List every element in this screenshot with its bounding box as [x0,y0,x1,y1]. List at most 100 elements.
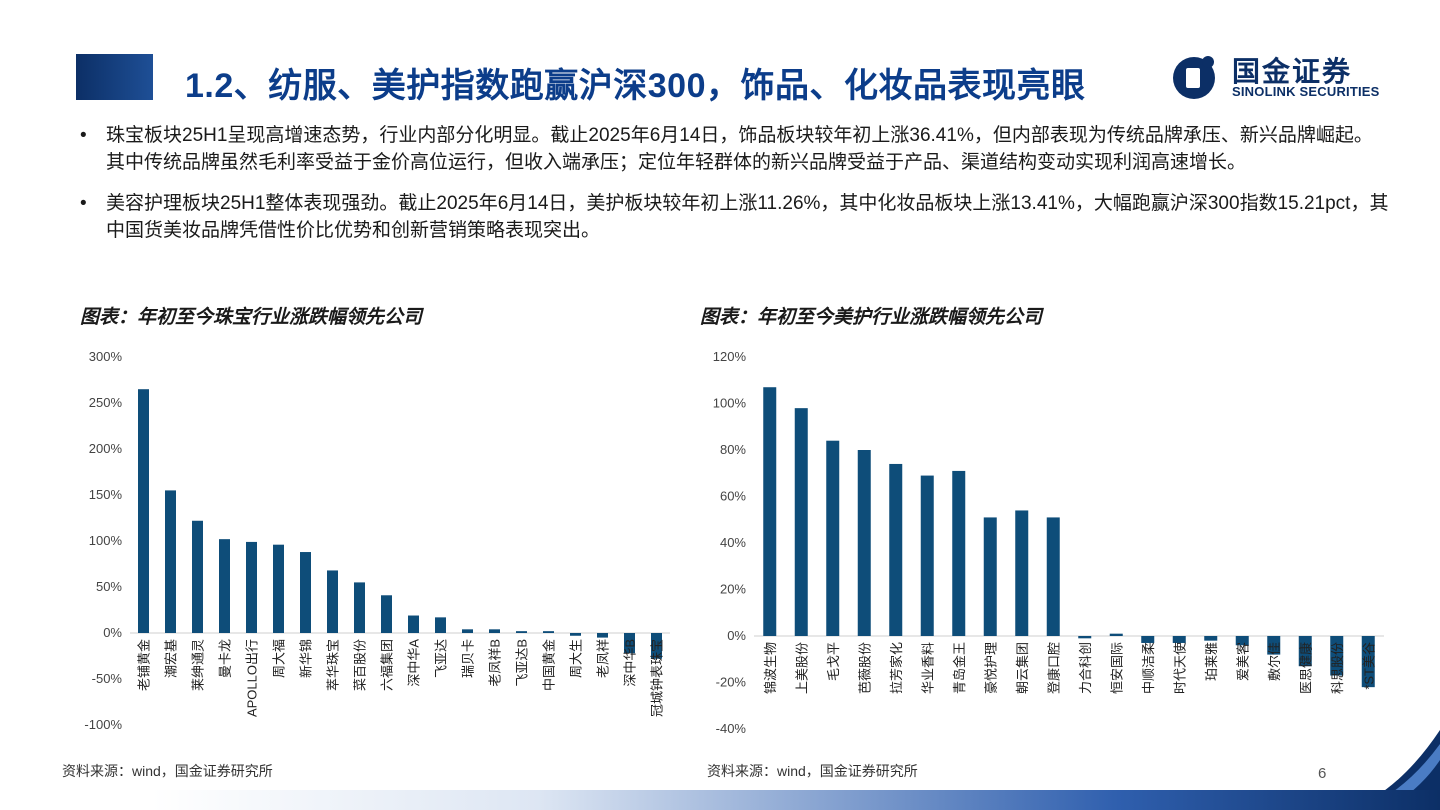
category-label: 飞亚达B [515,639,530,687]
category-label: 珀莱雅 [1204,642,1219,681]
category-label: 六福集团 [380,639,395,691]
bar-潮宏基 [165,490,176,633]
bar-毛戈平 [826,440,840,636]
category-label: 瑞贝卡 [461,639,476,678]
bar-APOLLO出行 [246,541,257,633]
bar-老铺黄金 [138,389,149,633]
y-tick-label: -40% [716,721,747,736]
y-tick-label: 100% [713,396,747,411]
company-logo: 国金证券 SINOLINK SECURITIES [1168,50,1408,102]
logo-mark-icon [1173,56,1215,99]
category-label: 中国黄金 [542,639,557,691]
category-label: 医思健康 [1298,642,1313,694]
y-tick-label: 20% [720,582,746,597]
category-label: 深中华A [407,639,422,687]
y-tick-label: 80% [720,442,746,457]
bar-珀莱雅 [1204,636,1218,641]
bar-菜百股份 [354,582,365,633]
bullet-text: 珠宝板块25H1呈现高增速态势，行业内部分化明显。截止2025年6月14日，饰品… [106,125,1373,173]
category-label: 敷尔佳 [1267,642,1282,681]
y-tick-label: 100% [89,533,123,548]
category-label: 深中华B [623,639,638,687]
bar-登康口腔 [1046,517,1060,636]
jewelry-bar-chart: 300% 250% 200% 150% 100% 50% 0% -50% -100% 老铺黄金 潮宏… [84,349,670,732]
bar-上美股份 [794,408,808,636]
category-label: 时代天使 [1172,642,1187,694]
bar-敷尔佳 [1267,636,1281,655]
category-label: 科思股份 [1330,642,1345,694]
bullet-item-jewelry: • 珠宝板块25H1呈现高增速态势，行业内部分化明显。截止2025年6月14日，… [80,122,1390,176]
bullet-marker: • [80,125,87,146]
category-label: 豪悦护理 [983,642,998,694]
bar-豪悦护理 [983,517,997,636]
category-label: 莱绅通灵 [191,639,206,691]
right-chart-title: 图表：年初至今美护行业涨跌幅领先公司 [700,307,1043,328]
bar-科思股份 [1330,636,1344,676]
page-number: 6 [1318,765,1327,782]
y-tick-label: 120% [713,349,747,364]
category-label: 飞亚达 [434,639,449,678]
bullet-item-beauty: • 美容护理板块25H1整体表现强劲。截止2025年6月14日，美护板块较年初上… [80,190,1390,244]
y-tick-label: 200% [89,441,123,456]
bar-飞亚达 [435,617,446,633]
bar-冠城钟表珠宝 [651,633,662,659]
category-label: 萃华珠宝 [326,639,341,691]
y-tick-label: -20% [716,675,747,690]
y-tick-label: 40% [720,535,746,550]
bullet-text: 美容护理板块25H1整体表现强劲。截止2025年6月14日，美护板块较年初上涨1… [106,193,1389,241]
bar-飞亚达B [516,631,527,633]
category-label: 锦波生物 [763,642,778,694]
bar-莱绅通灵 [192,520,203,633]
right-chart-source: 资料来源：wind，国金证券研究所 [707,763,918,779]
beauty-bar-chart: 120% 100% 80% 60% 40% 20% 0% -20% -40% 锦波生物 上美股份 毛戈… [713,349,1384,736]
category-label: 潮宏基 [164,639,179,678]
category-label: APOLLO出行 [245,639,260,717]
bar-医思健康 [1298,636,1312,667]
bar-老凤祥B [489,629,500,633]
category-label: 新华锦 [299,639,314,678]
bar-深中华B [624,633,635,654]
bar-*ST美谷 [1361,636,1375,688]
bar-老凤祥 [597,633,608,638]
category-label: 华业香料 [920,642,935,694]
bar-锦波生物 [763,387,777,636]
bullet-marker: • [80,193,87,214]
y-tick-label: 300% [89,349,123,364]
bar-中国黄金 [543,631,554,633]
y-tick-label: 250% [89,395,123,410]
category-label: 登康口腔 [1046,642,1061,694]
bar-瑞贝卡 [462,629,473,633]
category-label: 爱美客 [1235,642,1250,681]
category-label: 冠城钟表珠宝 [650,639,665,717]
category-label: 拉芳家化 [889,642,904,694]
category-label: 曼卡龙 [218,639,233,678]
y-tick-label: 150% [89,487,123,502]
bar-曼卡龙 [219,539,230,633]
y-tick-label: -100% [84,717,122,732]
category-label: 周大生 [569,639,584,678]
bar-华业香料 [920,475,934,636]
page-title: 1.2、纺服、美护指数跑赢沪深300，饰品、化妆品表现亮眼 [185,67,1086,105]
category-label: 中顺洁柔 [1141,642,1156,694]
category-label: 周大福 [272,639,287,678]
category-label: 恒安国际 [1109,642,1124,694]
y-tick-label: -50% [92,671,123,686]
y-tick-label: 0% [103,625,122,640]
y-tick-label: 60% [720,489,746,504]
category-label: 老凤祥 [596,639,611,678]
logo-cn-text: 国金证券 [1232,56,1353,87]
bar-中顺洁柔 [1141,636,1155,643]
bar-周大生 [570,633,581,636]
y-tick-label: 0% [727,628,746,643]
category-label: 青岛金王 [952,642,967,694]
category-label: 朝云集团 [1015,642,1030,694]
bar-爱美客 [1235,636,1249,646]
category-label: 老铺黄金 [137,639,152,691]
bottom-decoration-bar [152,790,1440,810]
bar-深中华A [408,615,419,633]
category-label: 菜百股份 [353,639,368,691]
bar-周大福 [273,544,284,633]
left-chart-source: 资料来源：wind，国金证券研究所 [62,763,273,779]
category-label: 上美股份 [794,642,809,694]
y-tick-label: 50% [96,579,122,594]
